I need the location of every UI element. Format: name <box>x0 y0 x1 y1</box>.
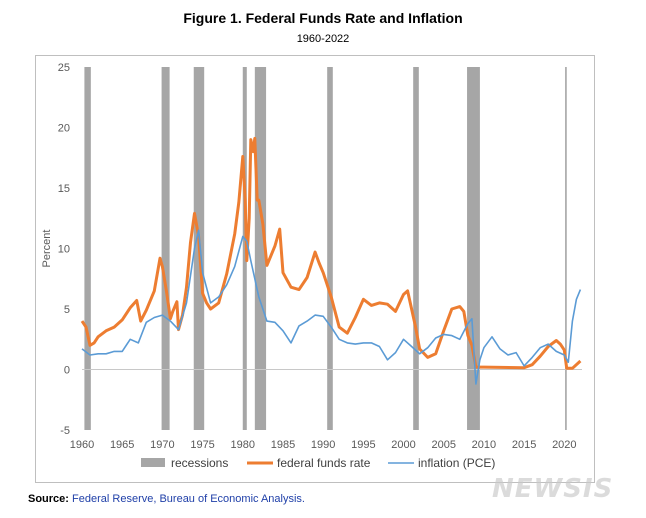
legend-label: federal funds rate <box>277 456 371 470</box>
x-tick-label: 1975 <box>190 439 214 451</box>
x-tick-label: 2000 <box>391 439 415 451</box>
recession-band <box>327 67 333 430</box>
x-tick-label: 2005 <box>431 439 455 451</box>
chart-area <box>35 55 595 483</box>
x-tick-label: 1995 <box>351 439 375 451</box>
chart-title: Figure 1. Federal Funds Rate and Inflati… <box>183 10 463 26</box>
legend-label: recessions <box>171 456 228 470</box>
x-tick-label: 2010 <box>472 439 496 451</box>
x-tick-label: 1965 <box>110 439 134 451</box>
y-tick-label: 25 <box>58 62 70 74</box>
y-tick-label: 10 <box>58 244 70 256</box>
source-text[interactable]: Federal Reserve, Bureau of Economic Anal… <box>72 493 305 505</box>
recession-band <box>161 67 170 430</box>
x-tick-label: 2020 <box>552 439 576 451</box>
y-tick-label: 20 <box>58 123 70 135</box>
x-tick-label: 2015 <box>512 439 536 451</box>
y-tick-label: -5 <box>60 425 70 437</box>
y-tick-label: 0 <box>64 365 70 377</box>
legend-swatch-recessions <box>141 458 165 467</box>
source-note: Source: Federal Reserve, Bureau of Econo… <box>28 493 305 505</box>
recession-band <box>413 67 419 430</box>
federal-funds-rate-line <box>80 136 582 370</box>
inflation-pce-line <box>81 229 582 385</box>
recession-band <box>254 67 267 430</box>
x-tick-label: 1985 <box>271 439 295 451</box>
chart-subtitle: 1960-2022 <box>296 33 350 45</box>
x-tick-label: 1980 <box>231 439 255 451</box>
x-tick-label: 1970 <box>150 439 174 451</box>
y-tick-label: 5 <box>64 304 70 316</box>
y-axis-label: Percent <box>41 230 53 268</box>
recession-band <box>565 67 567 430</box>
watermark-logo: NEWSIS <box>492 474 614 504</box>
y-tick-label: 15 <box>58 183 70 195</box>
x-tick-label: 1990 <box>311 439 335 451</box>
recession-band <box>242 67 247 430</box>
x-tick-label: 1960 <box>70 439 94 451</box>
recession-band <box>84 67 91 430</box>
source-label: Source: <box>28 493 69 505</box>
legend-label: inflation (PCE) <box>418 456 495 470</box>
